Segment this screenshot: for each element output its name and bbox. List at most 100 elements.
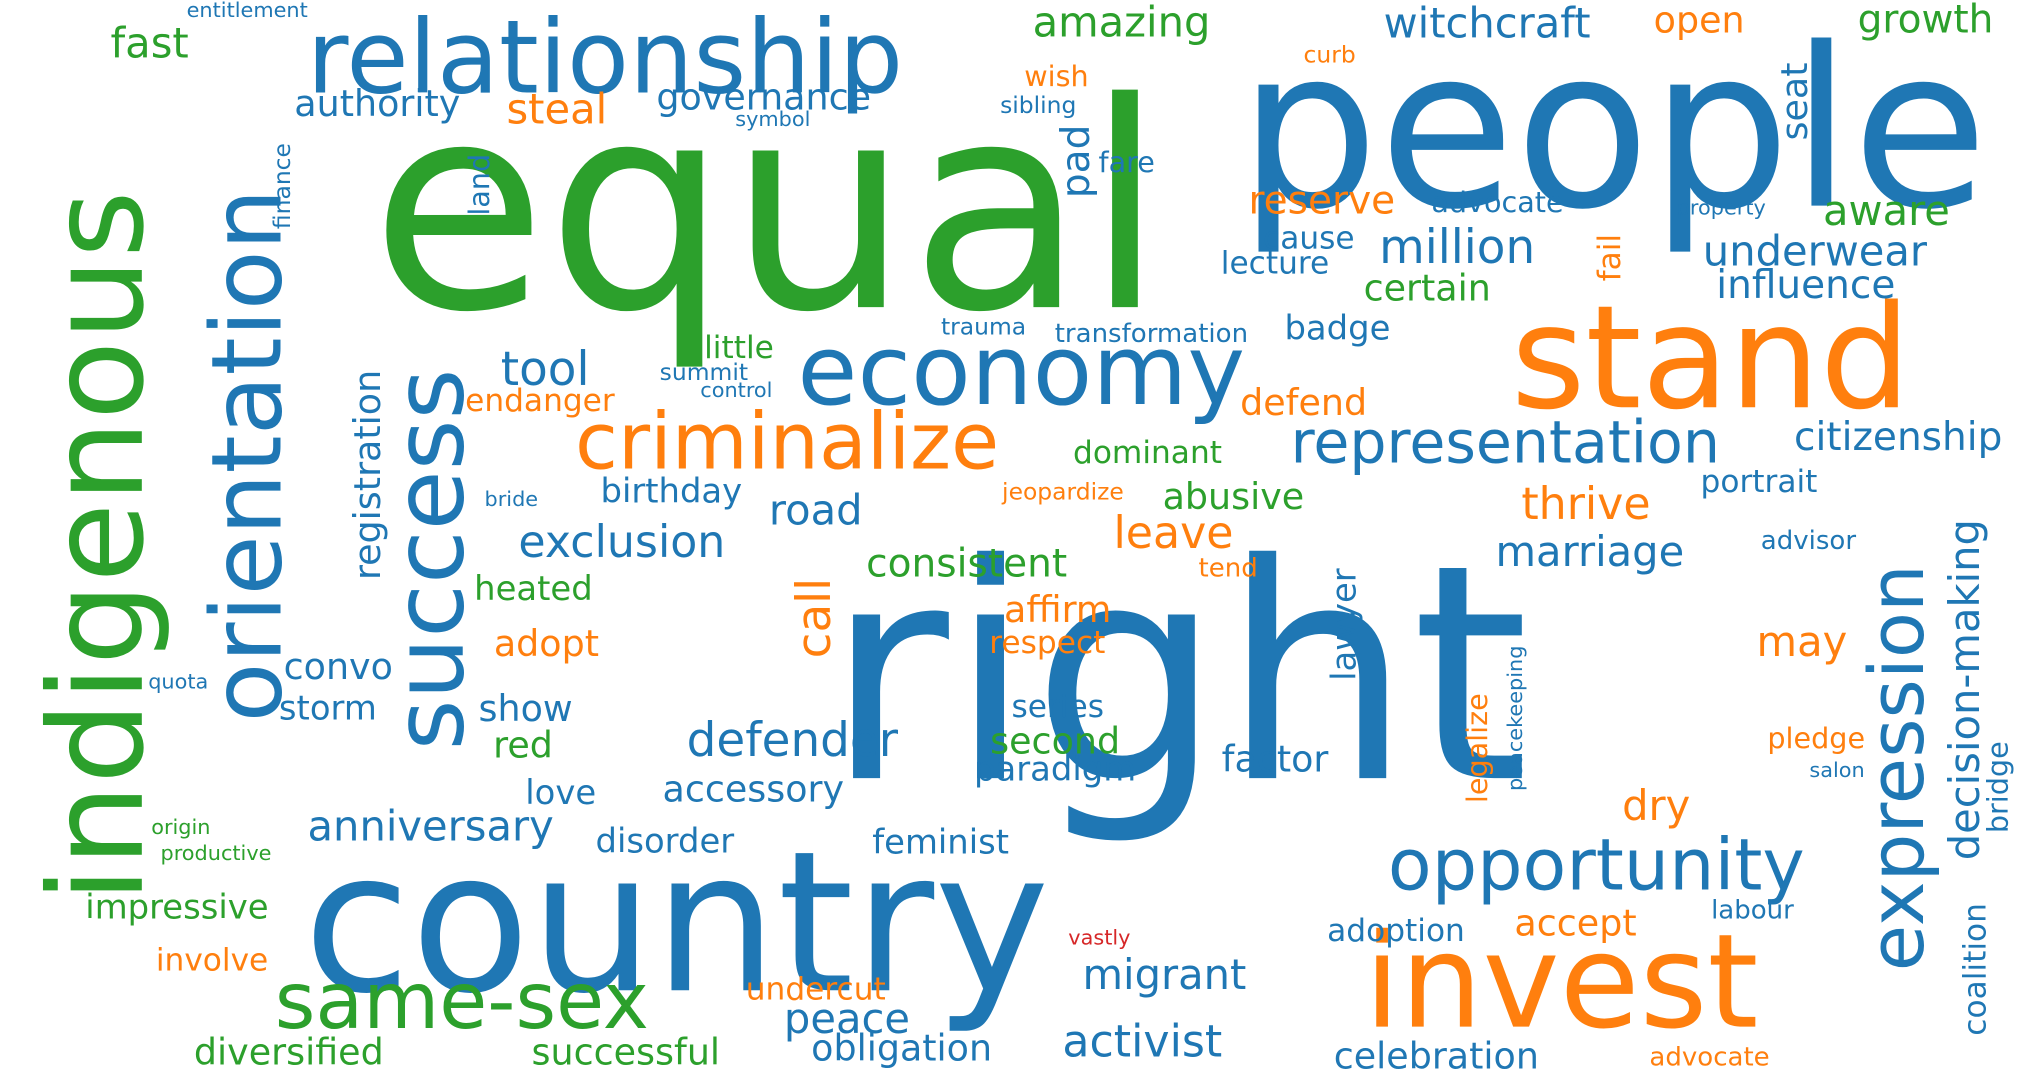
word-series: series xyxy=(1011,688,1104,725)
word-pledge: pledge xyxy=(1767,723,1866,756)
word-country: country xyxy=(303,810,1050,1038)
word-storm: storm xyxy=(278,689,377,729)
word-advisor: advisor xyxy=(1760,524,1857,556)
word-representation: representation xyxy=(1290,407,1720,477)
word-anniversary: anniversary xyxy=(307,801,554,851)
word-wish: wish xyxy=(1024,61,1089,94)
word-land: land xyxy=(464,153,497,216)
word-same-sex: same-sex xyxy=(274,956,649,1048)
word-defender: defender xyxy=(686,714,898,768)
word-governance: governance xyxy=(656,75,872,119)
word-aware: aware xyxy=(1823,186,1950,236)
word-adoption: adoption xyxy=(1327,912,1465,949)
word-accept: accept xyxy=(1514,901,1637,945)
word-expression: expression xyxy=(1852,564,1942,972)
word-obligation: obligation xyxy=(811,1026,993,1070)
word-consistent: consistent xyxy=(866,541,1068,587)
word-property: property xyxy=(1676,195,1766,220)
word-activist: activist xyxy=(1062,1016,1223,1069)
word-lecture: lecture xyxy=(1220,244,1330,282)
word-citizenship: citizenship xyxy=(1793,415,2003,461)
word-origin: origin xyxy=(151,814,211,840)
word-paradigm: paradigm xyxy=(974,750,1137,790)
word-authority: authority xyxy=(294,81,461,125)
word-fail: fail xyxy=(1591,233,1628,282)
word-affirm: affirm xyxy=(1004,588,1112,632)
word-right: right xyxy=(825,502,1529,850)
word-tool: tool xyxy=(500,343,590,397)
word-entitlement: entitlement xyxy=(186,0,308,23)
word-lawyer: lawyer xyxy=(1325,568,1365,681)
word-feminist: feminist xyxy=(872,823,1010,863)
word-invest: invest xyxy=(1363,905,1759,1058)
word-transformation: transformation xyxy=(1054,317,1249,349)
word-vastly: vastly xyxy=(1068,925,1131,950)
word-cause: cause xyxy=(1263,219,1355,257)
word-salon: salon xyxy=(1809,757,1865,783)
word-red: red xyxy=(493,723,553,767)
word-control: control xyxy=(700,377,773,403)
word-portrait: portrait xyxy=(1700,463,1818,500)
word-quota: quota xyxy=(148,668,209,694)
word-sibling: sibling xyxy=(1000,92,1077,120)
word-advocate: advocate xyxy=(1431,187,1564,220)
word-jeopardize: jeopardize xyxy=(1002,478,1124,507)
word-celebration: celebration xyxy=(1333,1034,1539,1078)
word-influence: influence xyxy=(1716,262,1896,309)
word-coalition: coalition xyxy=(1956,903,1994,1036)
word-advocate-2: advocate xyxy=(1649,1040,1770,1073)
word-registration: registration xyxy=(346,369,390,581)
word-steal: steal xyxy=(506,84,608,135)
word-seat: seat xyxy=(1773,62,1817,141)
word-show: show xyxy=(478,687,573,730)
word-defend: defend xyxy=(1240,381,1368,425)
word-accessory: accessory xyxy=(662,767,845,811)
word-birthday: birthday xyxy=(600,472,743,512)
word-exclusion: exclusion xyxy=(518,516,726,569)
word-migrant: migrant xyxy=(1082,949,1247,1000)
word-certain: certain xyxy=(1363,266,1491,310)
word-labour: labour xyxy=(1711,893,1794,926)
word-equal: equal xyxy=(370,41,1165,375)
word-bride: bride xyxy=(484,486,539,512)
word-dry: dry xyxy=(1622,780,1691,831)
word-may: may xyxy=(1756,616,1848,667)
word-heated: heated xyxy=(474,569,593,609)
word-diversified: diversified xyxy=(193,1030,384,1074)
word-reserve: reserve xyxy=(1248,178,1396,224)
word-symbol: symbol xyxy=(735,106,811,132)
word-marriage: marriage xyxy=(1495,526,1685,577)
word-love: love xyxy=(525,774,597,814)
word-finance: finance xyxy=(269,143,297,230)
word-trauma: trauma xyxy=(940,313,1027,341)
word-factor: factor xyxy=(1221,737,1329,781)
word-economy: economy xyxy=(797,312,1246,428)
word-stand: stand xyxy=(1510,274,1911,442)
word-decision-making: decision-making xyxy=(1939,519,1990,861)
word-badge: badge xyxy=(1284,309,1391,349)
word-convo: convo xyxy=(283,645,393,689)
word-fare: fare xyxy=(1098,147,1155,180)
word-witchcraft: witchcraft xyxy=(1383,0,1591,49)
word-open: open xyxy=(1653,0,1745,42)
word-indigenous: indigenous xyxy=(20,190,174,903)
word-criminalize: criminalize xyxy=(575,396,1000,488)
word-million: million xyxy=(1379,221,1536,275)
word-second: second xyxy=(990,719,1121,763)
word-amazing: amazing xyxy=(1032,0,1211,47)
word-peacekeeping: peacekeeping xyxy=(1502,645,1528,791)
word-fast: fast xyxy=(110,18,189,68)
word-underwear: underwear xyxy=(1702,226,1928,276)
word-relationship: relationship xyxy=(306,0,904,118)
word-success: success xyxy=(371,368,486,751)
word-adopt: adopt xyxy=(493,621,600,665)
word-people: people xyxy=(1238,1,1989,259)
word-call: call xyxy=(788,577,842,659)
word-growth: growth xyxy=(1857,0,1994,43)
word-tend: tend xyxy=(1198,551,1258,583)
word-leave: leave xyxy=(1113,507,1234,560)
word-thrive: thrive xyxy=(1521,478,1651,531)
word-undercut: undercut xyxy=(745,970,886,1008)
word-orientation: orientation xyxy=(189,188,304,723)
